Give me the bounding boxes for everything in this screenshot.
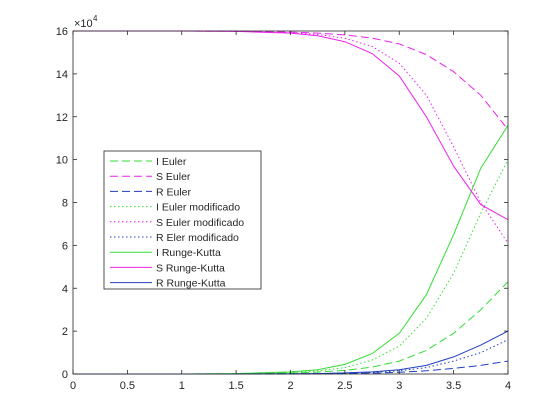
x-axis-ticks: 0 0.5 1 1.5 2 2.5 3 3.5 4 bbox=[70, 31, 511, 392]
legend: I Euler S Euler R Euler I Euler modificado S… bbox=[103, 150, 262, 290]
legend-label: S Euler bbox=[156, 171, 191, 183]
legend-label: I Euler modificado bbox=[156, 202, 240, 214]
legend-label: R Euler bbox=[156, 186, 192, 198]
x-tick-label: 3.5 bbox=[446, 380, 461, 392]
legend-label: R Runge-Kutta bbox=[156, 278, 226, 290]
y-axis-ticks: 0 2 4 6 8 10 12 14 16 bbox=[56, 26, 508, 381]
x-tick-label: 2.5 bbox=[337, 380, 352, 392]
y-tick-label: 2 bbox=[62, 326, 68, 338]
y-tick-label: 10 bbox=[56, 155, 68, 167]
x-tick-label: 1 bbox=[179, 380, 185, 392]
x-tick-label: 0 bbox=[70, 380, 76, 392]
x-tick-label: 1.5 bbox=[228, 380, 243, 392]
x-tick-label: 0.5 bbox=[120, 380, 135, 392]
y-exponent-label: ×10 4 bbox=[74, 14, 98, 30]
legend-label: I Euler bbox=[156, 156, 187, 168]
legend-label: S Euler modificado bbox=[156, 217, 244, 229]
legend-label: I Runge-Kutta bbox=[156, 247, 221, 259]
legend-label: S Runge-Kutta bbox=[156, 262, 225, 274]
y-tick-label: 0 bbox=[62, 369, 68, 381]
y-exponent-base: ×10 bbox=[74, 18, 93, 30]
y-exponent-power: 4 bbox=[93, 14, 98, 23]
x-tick-label: 4 bbox=[505, 380, 511, 392]
y-tick-label: 8 bbox=[62, 198, 68, 210]
y-tick-label: 16 bbox=[56, 26, 68, 38]
legend-label: R Eler modificado bbox=[156, 232, 239, 244]
y-tick-label: 14 bbox=[56, 69, 68, 81]
x-tick-label: 3 bbox=[396, 380, 402, 392]
y-tick-label: 4 bbox=[62, 283, 68, 295]
y-tick-label: 12 bbox=[56, 112, 68, 124]
x-tick-label: 2 bbox=[287, 380, 293, 392]
y-tick-label: 6 bbox=[62, 240, 68, 252]
legend-box bbox=[103, 150, 262, 290]
